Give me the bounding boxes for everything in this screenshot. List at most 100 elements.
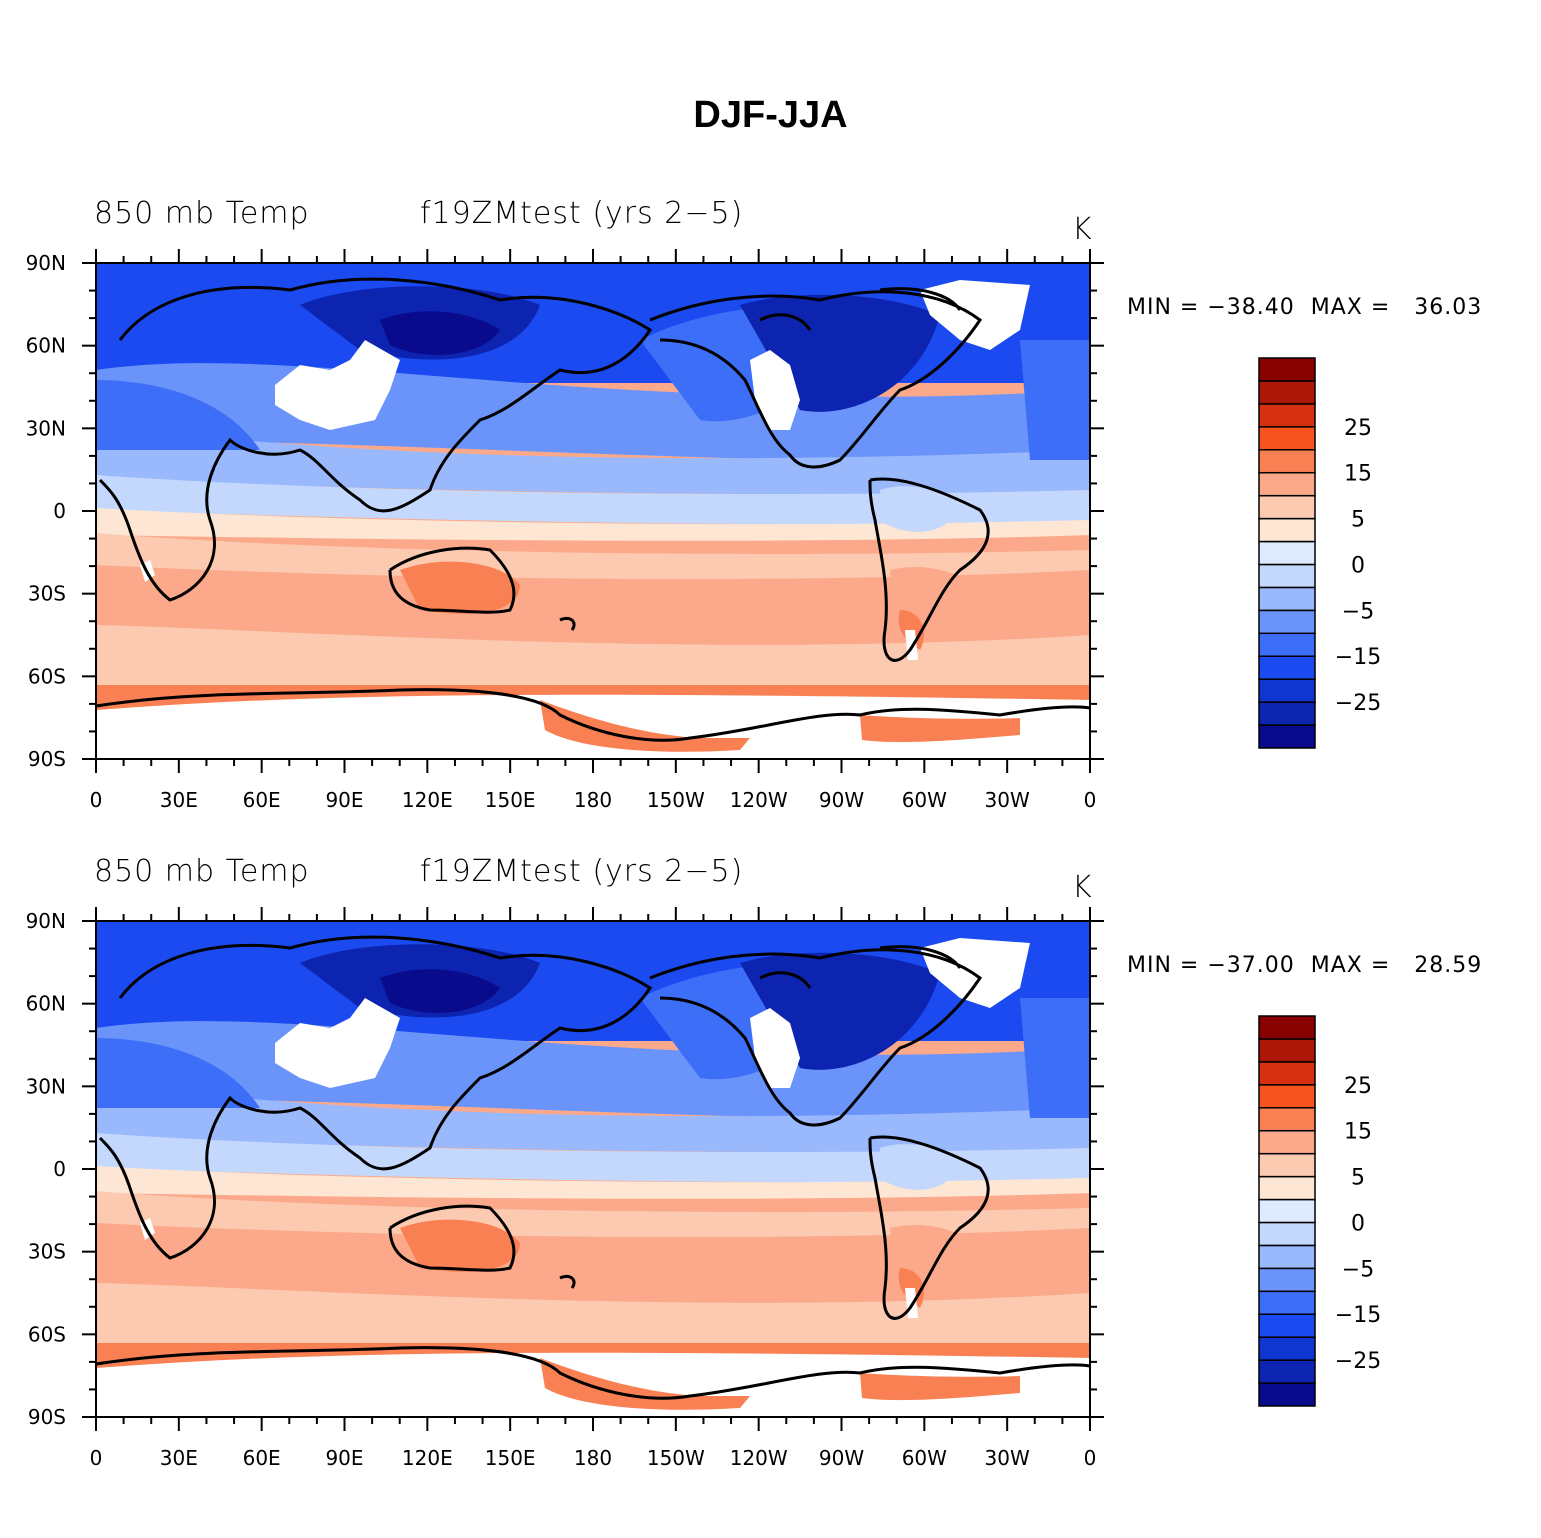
colorbar-label: −15 xyxy=(1335,1303,1381,1328)
x-tick-label: 30W xyxy=(985,1446,1030,1470)
x-tick-label: 0 xyxy=(90,1446,103,1470)
figure-title: DJF-JJA xyxy=(693,94,848,136)
colorbar-swatch xyxy=(1258,1084,1316,1109)
map-panel-2: 850 mb Temp f19ZMtest (yrs 2−5) K MIN = … xyxy=(0,848,1541,1488)
colorbar-swatch xyxy=(1258,380,1316,405)
x-tick-label: 180 xyxy=(574,788,612,812)
colorbar-label: 15 xyxy=(1344,462,1372,487)
y-tick-label: 60N xyxy=(26,334,66,358)
map-figure: 90N 60N 30N 0 30S 60S 90S 0 30E 60E 90E 120E 150E 18… xyxy=(26,907,1381,1470)
x-tick-label: 150W xyxy=(647,1446,705,1470)
x-tick-label: 90W xyxy=(819,788,864,812)
colorbar-swatch xyxy=(1258,1221,1316,1247)
y-tick-label: 90S xyxy=(28,1405,66,1429)
y-tick-label: 0 xyxy=(53,1157,66,1181)
x-tick-label: 120E xyxy=(402,1446,453,1470)
colorbar-swatch xyxy=(1258,357,1316,382)
x-tick-label: 60W xyxy=(902,1446,947,1470)
colorbar-swatch xyxy=(1258,563,1316,589)
colorbar: −25 −15 −5 0 5 15 25 xyxy=(1258,1015,1381,1407)
y-tick-label: 60N xyxy=(26,992,66,1016)
y-tick-label: 30N xyxy=(26,416,66,440)
temperature-field xyxy=(96,263,1090,759)
colorbar-swatch xyxy=(1258,1129,1316,1155)
x-tick-label: 30W xyxy=(985,788,1030,812)
colorbar-swatch xyxy=(1258,1290,1316,1315)
colorbar-label: −25 xyxy=(1335,1349,1381,1374)
colorbar-swatch xyxy=(1258,403,1316,428)
colorbar-swatch xyxy=(1258,1038,1316,1063)
y-tick-label: 90N xyxy=(26,251,66,275)
x-tick-label: 30E xyxy=(160,1446,198,1470)
map-figure: 90N 60N 30N 0 30S 60S 90S 0 30E 60E 90E 120E 150E 18… xyxy=(26,249,1381,812)
y-tick-label: 30S xyxy=(28,582,66,606)
x-tick-label: 150E xyxy=(485,1446,536,1470)
y-tick-label: 30S xyxy=(28,1240,66,1264)
y-tick-label: 30N xyxy=(26,1074,66,1098)
y-tick-label: 0 xyxy=(53,499,66,523)
colorbar-label: −5 xyxy=(1342,1257,1374,1282)
x-axis: 0 30E 60E 90E 120E 150E 180 150W 120W 90W 60W 30W 0 xyxy=(90,249,1097,812)
colorbar-label: −15 xyxy=(1335,645,1381,670)
colorbar-swatch xyxy=(1258,1061,1316,1086)
colorbar-swatch xyxy=(1258,426,1316,451)
colorbar-swatch xyxy=(1258,701,1316,726)
colorbar-swatch xyxy=(1258,517,1316,543)
y-axis: 90N 60N 30N 0 30S 60S 90S xyxy=(26,251,1104,771)
coastlines xyxy=(95,277,1091,742)
coastlines xyxy=(95,935,1091,1400)
colorbar-swatch xyxy=(1258,632,1316,657)
colorbar-swatch xyxy=(1258,655,1316,680)
temperature-field xyxy=(96,921,1090,1417)
colorbar-swatch xyxy=(1258,449,1316,474)
colorbar-label: 25 xyxy=(1344,416,1372,441)
colorbar-label: −5 xyxy=(1342,599,1374,624)
colorbar-label: 5 xyxy=(1351,1166,1365,1191)
x-tick-label: 120W xyxy=(730,1446,788,1470)
y-tick-label: 90S xyxy=(28,747,66,771)
colorbar-label: 25 xyxy=(1344,1074,1372,1099)
colorbar-swatch xyxy=(1258,540,1316,566)
colorbar-swatch xyxy=(1258,1244,1316,1270)
x-tick-label: 60E xyxy=(243,1446,281,1470)
x-tick-label: 150W xyxy=(647,788,705,812)
y-tick-label: 90N xyxy=(26,909,66,933)
colorbar-label: −25 xyxy=(1335,691,1381,716)
min-max-readout: MIN = −37.00 MAX = 28.59 xyxy=(1127,953,1483,978)
colorbar-swatch xyxy=(1258,1198,1316,1224)
x-tick-label: 60W xyxy=(902,788,947,812)
colorbar-label: 0 xyxy=(1351,553,1365,578)
variable-title: 850 mb Temp xyxy=(94,196,310,231)
x-tick-label: 90E xyxy=(325,788,363,812)
units-label: K xyxy=(1072,870,1093,905)
y-axis: 90N 60N 30N 0 30S 60S 90S xyxy=(26,909,1104,1429)
x-tick-label: 60E xyxy=(243,788,281,812)
x-tick-label: 30E xyxy=(160,788,198,812)
case-title: f19ZMtest (yrs 2−5) xyxy=(420,196,744,231)
x-tick-label: 150E xyxy=(485,788,536,812)
x-tick-label: 0 xyxy=(90,788,103,812)
colorbar-swatch xyxy=(1258,609,1316,635)
colorbar-label: 15 xyxy=(1344,1120,1372,1145)
x-tick-label: 180 xyxy=(574,1446,612,1470)
map-panel-1: 850 mb Temp f19ZMtest (yrs 2−5) K MIN = … xyxy=(0,190,1541,830)
y-tick-label: 60S xyxy=(28,1322,66,1346)
variable-title: 850 mb Temp xyxy=(94,854,310,889)
colorbar-label: 5 xyxy=(1351,508,1365,533)
colorbar-swatch xyxy=(1258,471,1316,497)
x-tick-label: 90W xyxy=(819,1446,864,1470)
colorbar-swatch xyxy=(1258,724,1316,749)
case-title: f19ZMtest (yrs 2−5) xyxy=(420,854,744,889)
x-tick-label: 120W xyxy=(730,788,788,812)
colorbar-swatch xyxy=(1258,1152,1316,1178)
x-tick-label: 0 xyxy=(1084,788,1097,812)
colorbar-swatch xyxy=(1258,1313,1316,1338)
x-tick-label: 0 xyxy=(1084,1446,1097,1470)
colorbar-swatch xyxy=(1258,586,1316,612)
colorbar-swatch xyxy=(1258,1382,1316,1407)
colorbar: −25 −15 −5 0 5 15 25 xyxy=(1258,357,1381,749)
colorbar-swatch xyxy=(1258,494,1316,520)
colorbar-swatch xyxy=(1258,1107,1316,1132)
colorbar-swatch xyxy=(1258,1359,1316,1384)
x-tick-label: 90E xyxy=(325,1446,363,1470)
